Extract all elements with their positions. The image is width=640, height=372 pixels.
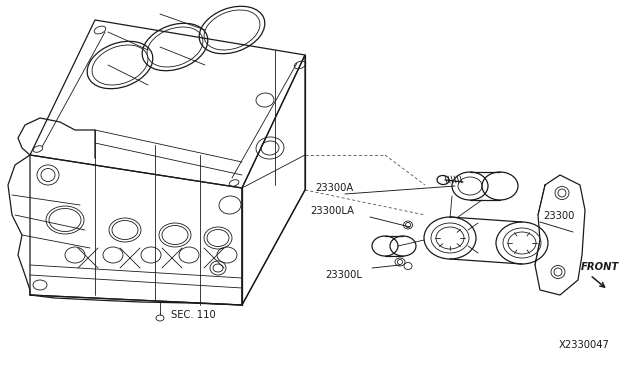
Text: 23300LA: 23300LA — [310, 206, 354, 216]
Text: SEC. 110: SEC. 110 — [171, 310, 216, 320]
Text: X2330047: X2330047 — [559, 340, 610, 350]
Text: 23300L: 23300L — [325, 270, 362, 280]
Text: FRONT: FRONT — [581, 262, 620, 272]
Text: 23300: 23300 — [543, 211, 574, 221]
Text: 23300A: 23300A — [315, 183, 353, 193]
